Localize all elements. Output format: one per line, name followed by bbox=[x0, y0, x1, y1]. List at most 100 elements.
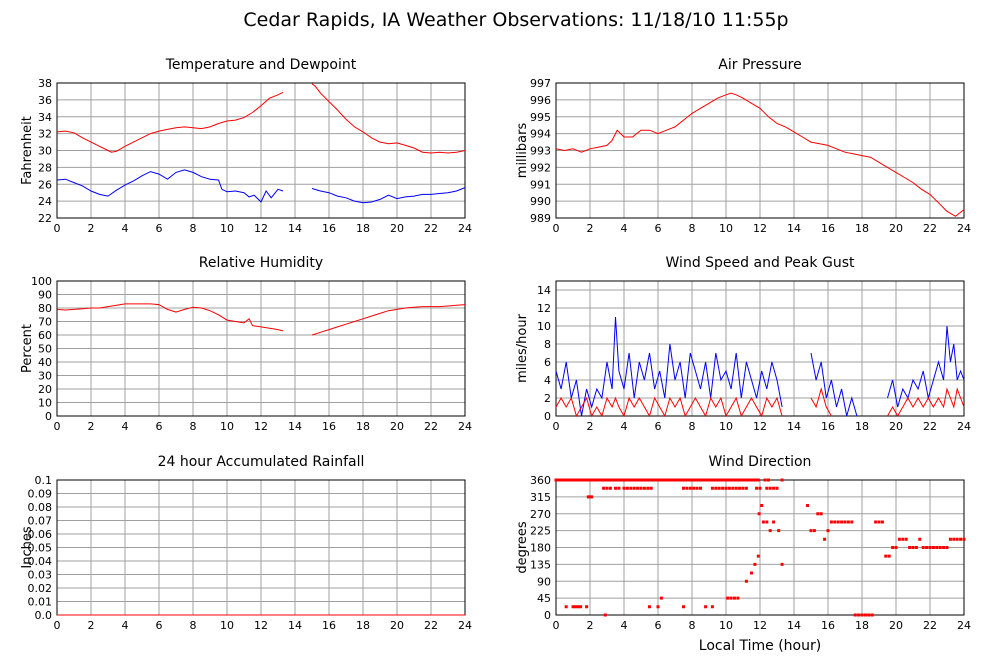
data-point bbox=[777, 529, 781, 533]
data-point bbox=[639, 486, 643, 490]
chart-title: Wind Speed and Peak Gust bbox=[666, 255, 855, 271]
data-point bbox=[682, 486, 685, 490]
x-tick-label: 4 bbox=[621, 420, 628, 433]
data-point bbox=[624, 478, 628, 482]
x-tick-label: 18 bbox=[356, 222, 370, 235]
x-tick-label: 4 bbox=[122, 222, 129, 235]
y-tick-label: 0.09 bbox=[28, 488, 53, 501]
data-point bbox=[757, 512, 761, 516]
data-point bbox=[557, 478, 561, 482]
data-point bbox=[591, 478, 595, 482]
data-point bbox=[642, 478, 646, 482]
data-point bbox=[682, 605, 685, 609]
x-tick-label: 24 bbox=[458, 619, 472, 632]
data-point bbox=[677, 478, 681, 482]
data-point bbox=[826, 529, 830, 533]
y-axis-label: Fahrenheit bbox=[20, 116, 35, 185]
data-point bbox=[622, 486, 626, 490]
x-axis-label: Local Time (hour) bbox=[699, 638, 821, 654]
data-point bbox=[721, 486, 725, 490]
y-axis-label: miles/hour bbox=[515, 313, 530, 382]
x-tick-label: 6 bbox=[156, 420, 163, 433]
x-tick-label: 6 bbox=[655, 222, 662, 235]
data-point bbox=[959, 537, 963, 541]
data-point bbox=[935, 546, 939, 549]
x-tick-label: 8 bbox=[190, 619, 197, 632]
x-tick-label: 2 bbox=[88, 222, 95, 235]
data-point bbox=[904, 537, 908, 541]
data-point bbox=[665, 478, 668, 482]
y-axis-label: Inches bbox=[20, 526, 35, 568]
x-tick-label: 10 bbox=[220, 222, 234, 235]
y-tick-label: 40 bbox=[38, 356, 52, 369]
data-point bbox=[695, 478, 699, 482]
data-point bbox=[662, 478, 666, 482]
data-point bbox=[734, 486, 738, 490]
x-tick-label: 2 bbox=[88, 619, 95, 632]
data-point bbox=[687, 478, 691, 482]
data-point bbox=[733, 596, 736, 600]
data-point bbox=[746, 478, 750, 482]
y-tick-label: 10 bbox=[38, 397, 52, 410]
data-point bbox=[714, 486, 718, 490]
data-point bbox=[685, 486, 689, 490]
y-tick-label: 10 bbox=[537, 320, 551, 333]
x-tick-label: 18 bbox=[356, 619, 370, 632]
data-point bbox=[726, 478, 730, 482]
x-tick-label: 20 bbox=[889, 222, 903, 235]
data-point bbox=[588, 478, 592, 482]
x-tick-label: 14 bbox=[787, 222, 801, 235]
data-point bbox=[884, 554, 888, 558]
y-axis-label: degrees bbox=[515, 521, 530, 574]
data-point bbox=[846, 520, 850, 524]
data-point bbox=[741, 486, 745, 490]
series-line-0 bbox=[56, 303, 466, 336]
series-line-0 bbox=[56, 83, 466, 154]
data-point bbox=[894, 546, 898, 549]
data-point bbox=[644, 478, 648, 482]
x-tick-label: 14 bbox=[288, 222, 302, 235]
data-point bbox=[731, 478, 735, 482]
x-tick-label: 12 bbox=[254, 619, 268, 632]
data-point bbox=[685, 478, 689, 482]
page-title: Cedar Rapids, IA Weather Observations: 1… bbox=[243, 9, 788, 31]
data-point bbox=[698, 478, 702, 482]
data-point bbox=[675, 478, 679, 482]
data-point bbox=[741, 478, 745, 482]
x-tick-label: 14 bbox=[787, 619, 801, 632]
data-point bbox=[713, 478, 717, 482]
y-tick-label: 270 bbox=[530, 508, 551, 521]
x-tick-label: 8 bbox=[689, 222, 696, 235]
x-tick-label: 2 bbox=[587, 222, 594, 235]
data-point bbox=[586, 495, 590, 499]
data-point bbox=[758, 486, 762, 490]
y-tick-label: 315 bbox=[530, 491, 551, 504]
data-point bbox=[710, 605, 714, 609]
data-point bbox=[768, 529, 772, 533]
data-point bbox=[625, 486, 629, 490]
data-point bbox=[767, 478, 770, 482]
data-point bbox=[729, 596, 733, 600]
data-point bbox=[606, 478, 610, 482]
chart-title: 24 hour Accumulated Rainfall bbox=[158, 454, 365, 470]
chart-title: Relative Humidity bbox=[199, 255, 323, 271]
data-point bbox=[918, 537, 922, 541]
x-tick-label: 6 bbox=[156, 619, 163, 632]
data-point bbox=[723, 478, 727, 482]
plot-frame bbox=[555, 479, 965, 616]
series-line-0 bbox=[555, 92, 965, 217]
data-point bbox=[690, 478, 694, 482]
data-point bbox=[710, 486, 714, 490]
x-tick-label: 4 bbox=[122, 619, 129, 632]
data-point bbox=[942, 546, 946, 549]
x-tick-label: 6 bbox=[655, 619, 662, 632]
y-tick-label: 992 bbox=[530, 161, 551, 174]
y-tick-label: 0.02 bbox=[28, 582, 53, 595]
y-tick-label: 0 bbox=[544, 609, 551, 622]
y-tick-label: 993 bbox=[530, 145, 551, 158]
data-point bbox=[705, 478, 709, 482]
data-point bbox=[619, 478, 623, 482]
data-point bbox=[710, 478, 714, 482]
data-point bbox=[598, 478, 602, 482]
